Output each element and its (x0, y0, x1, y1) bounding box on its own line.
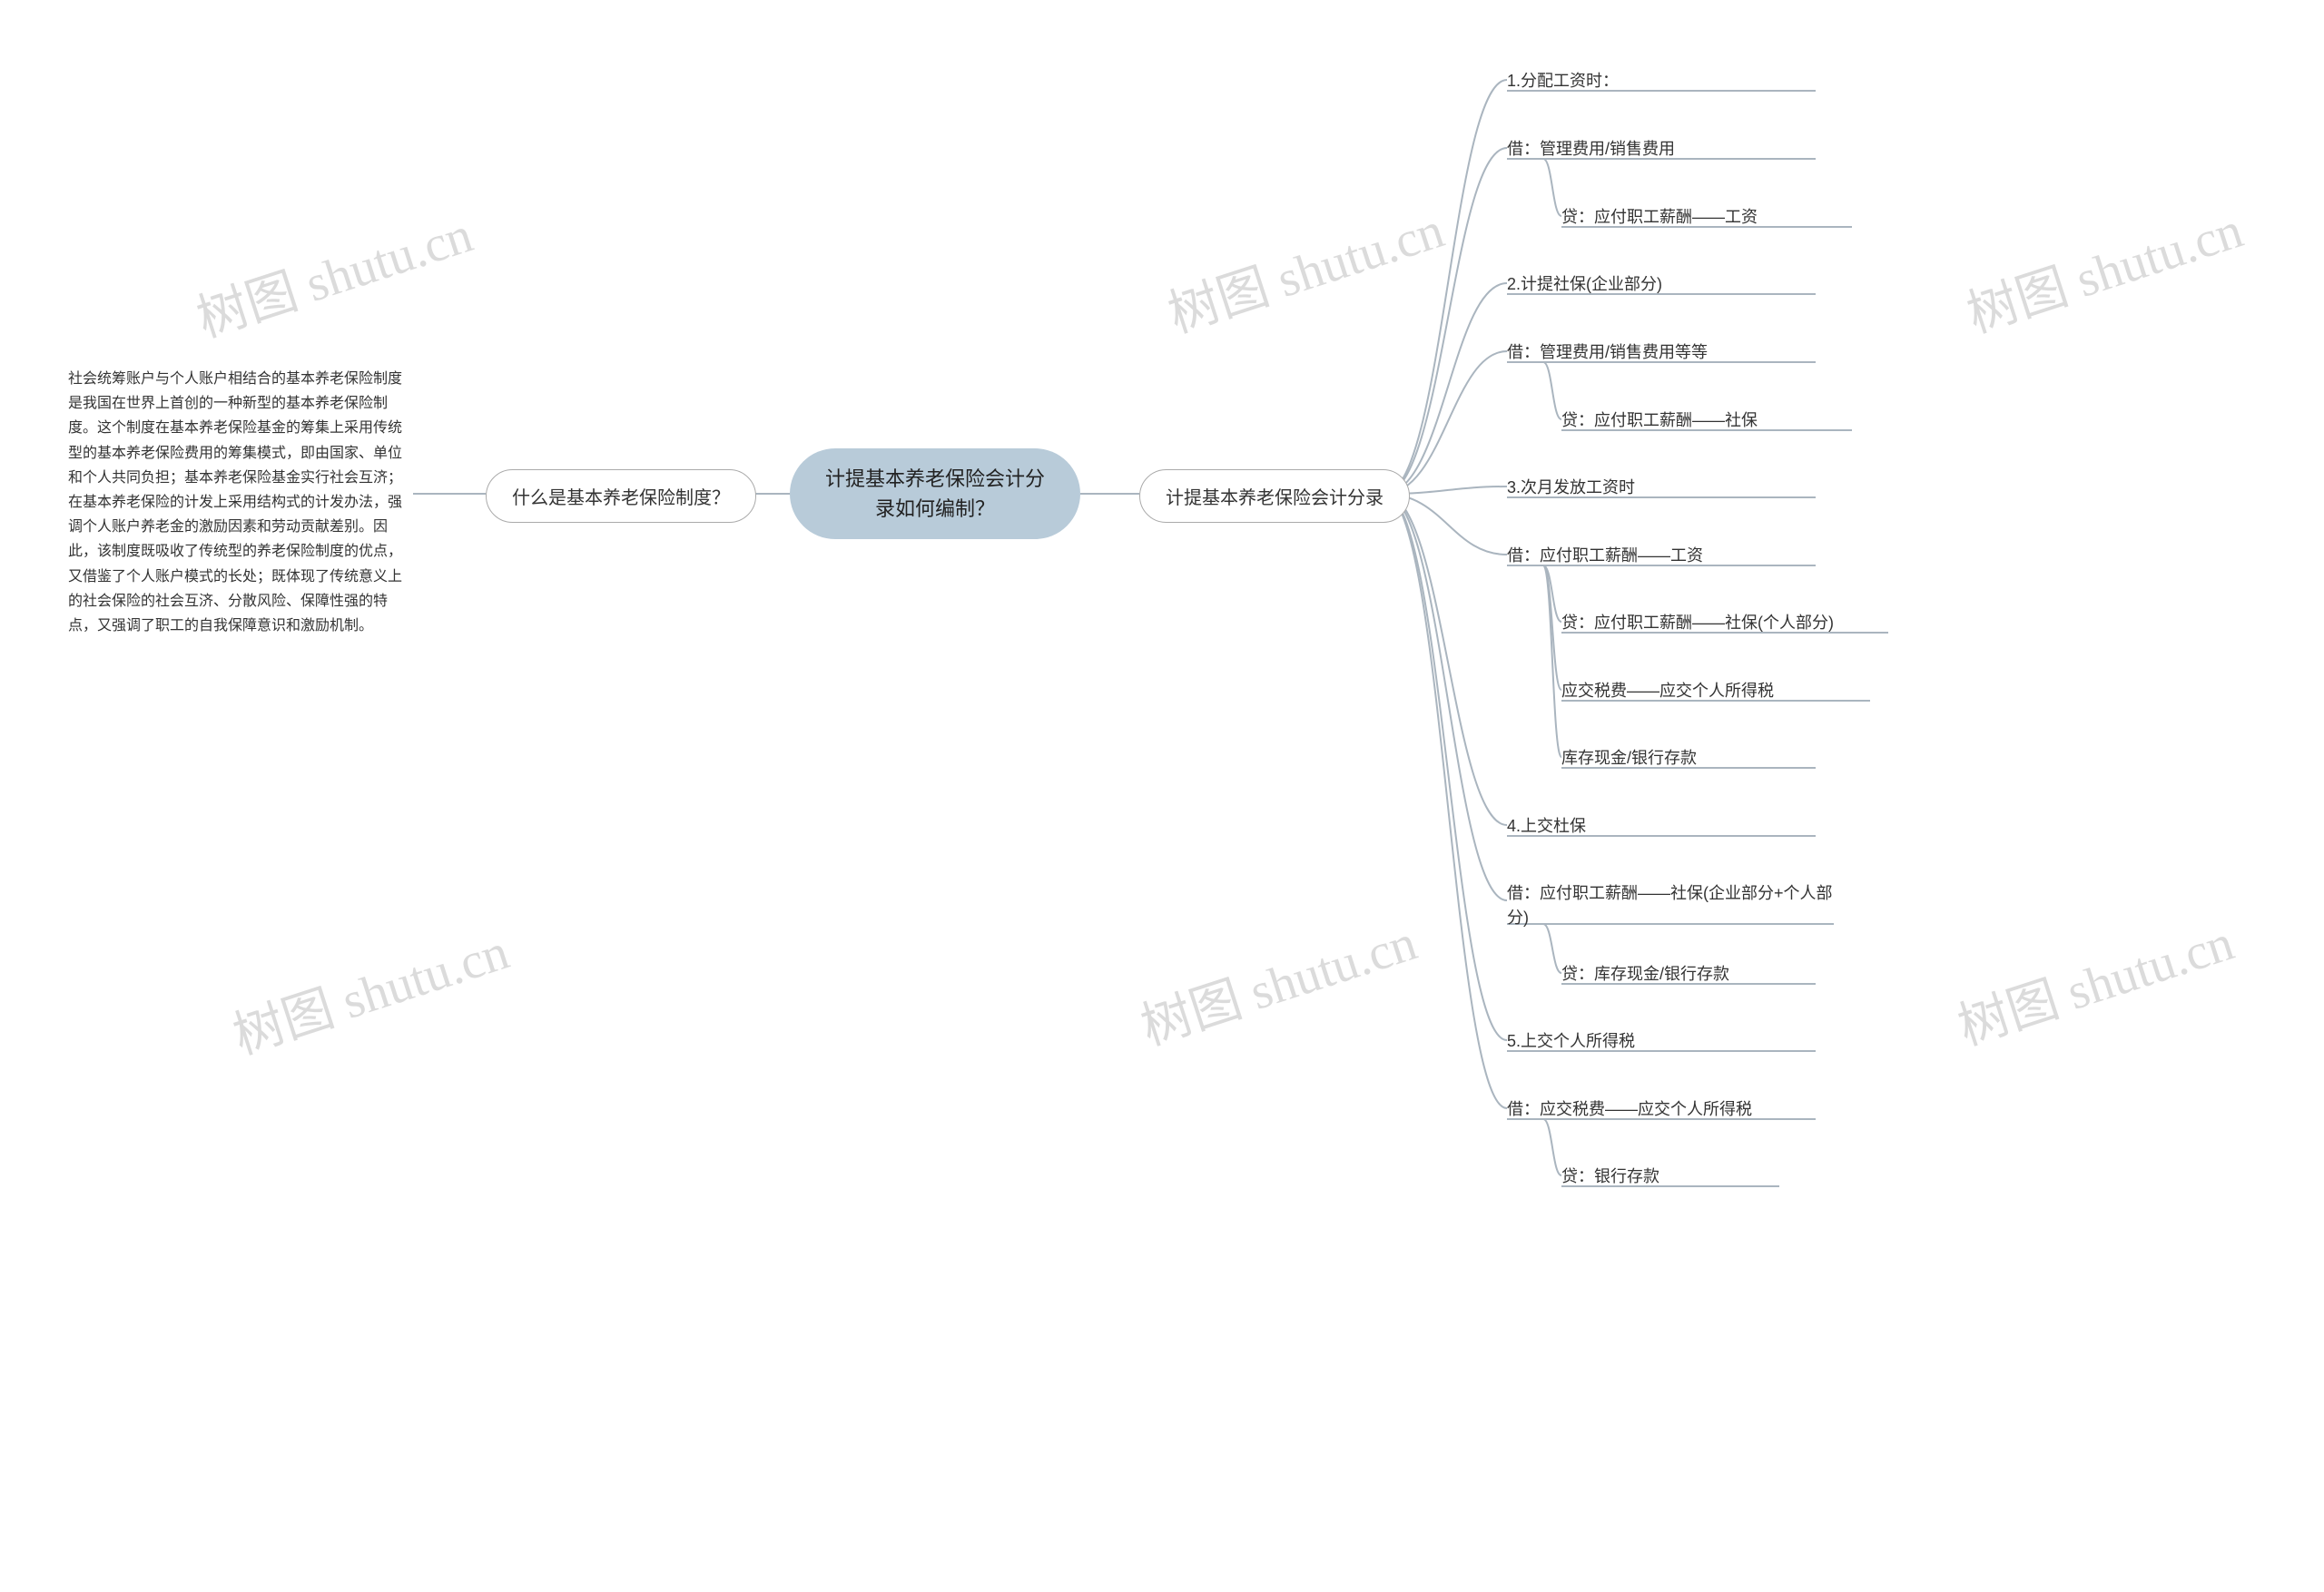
left-branch-node: 什么是基本养老保险制度？ (486, 469, 756, 523)
leaf-node: 借：管理费用/销售费用等等 (1507, 340, 1708, 365)
leaf-node: 借：应交税费——应交个人所得税 (1507, 1097, 1752, 1122)
connector-layer (0, 0, 2324, 1592)
leaf-node: 借：应付职工薪酬——社保(企业部分+个人部分) (1507, 881, 1834, 930)
leaf-node: 贷：应付职工薪酬——社保 (1561, 408, 1758, 433)
leaf-node: 贷：应付职工薪酬——社保(个人部分) (1561, 611, 1834, 635)
leaf-node: 2.计提社保(企业部分) (1507, 272, 1662, 297)
leaf-node: 贷：库存现金/银行存款 (1561, 962, 1729, 987)
leaf-node: 借：应付职工薪酬——工资 (1507, 544, 1703, 568)
left-branch-detail: 社会统筹账户与个人账户相结合的基本养老保险制度是我国在世界上首创的一种新型的基本… (68, 367, 413, 638)
leaf-node: 贷：应付职工薪酬——工资 (1561, 205, 1758, 230)
leaf-node: 库存现金/银行存款 (1561, 746, 1697, 771)
leaf-node: 贷：银行存款 (1561, 1165, 1659, 1189)
leaf-node: 应交税费——应交个人所得税 (1561, 679, 1774, 703)
leaf-node: 3.次月发放工资时 (1507, 476, 1635, 500)
right-branch-node: 计提基本养老保险会计分录 (1139, 469, 1410, 523)
watermark: 树图 shutu.cn (1130, 901, 1424, 1059)
root-node: 计提基本养老保险会计分录如何编制？ (790, 448, 1080, 539)
leaf-node: 1.分配工资时： (1507, 69, 1619, 93)
leaf-node: 借：管理费用/销售费用 (1507, 137, 1675, 162)
watermark: 树图 shutu.cn (222, 910, 517, 1068)
watermark: 树图 shutu.cn (1157, 189, 1452, 347)
leaf-node: 4.上交杜保 (1507, 814, 1586, 839)
watermark: 树图 shutu.cn (186, 193, 480, 351)
watermark: 树图 shutu.cn (1956, 189, 2250, 347)
watermark: 树图 shutu.cn (1947, 901, 2241, 1059)
leaf-node: 5.上交个人所得税 (1507, 1029, 1635, 1054)
